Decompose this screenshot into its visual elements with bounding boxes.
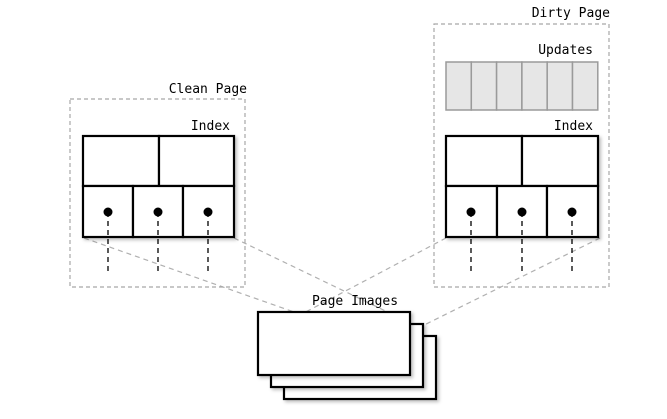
clean-page-label: Clean Page	[169, 82, 247, 97]
dirty-index-top-left	[444, 134, 524, 188]
clean-index-slot-1	[81, 184, 135, 239]
connector-dirty-left	[299, 237, 447, 316]
dirty-page-label: Dirty Page	[532, 6, 610, 21]
connector-clean-right	[233, 237, 401, 319]
update-slot-4	[521, 61, 548, 111]
page-image-front	[256, 310, 412, 377]
clean-pointers	[103, 207, 213, 274]
dirty-pointers	[466, 207, 577, 274]
clean-index-label: Index	[191, 119, 230, 134]
clean-index-slot-2	[131, 184, 185, 239]
updates-row	[445, 61, 599, 111]
connector-lines	[83, 237, 601, 333]
dirty-index-table	[444, 134, 600, 239]
update-slot-6	[571, 61, 599, 111]
update-slot-1	[445, 61, 473, 111]
clean-page: Clean Page Index	[69, 82, 247, 288]
page-images-label: Page Images	[312, 294, 398, 309]
clean-index-top-left	[81, 134, 161, 188]
dirty-index-label: Index	[554, 119, 593, 134]
update-slot-5	[546, 61, 574, 111]
updates-label: Updates	[538, 43, 593, 58]
clean-page-border	[69, 98, 246, 288]
page-images: Page Images	[256, 294, 438, 401]
connector-clean-left	[83, 237, 346, 331]
update-slot-3	[495, 61, 523, 111]
dirty-index-top-right	[520, 134, 600, 188]
dirty-page-border	[433, 23, 610, 288]
clean-index-top-right	[157, 134, 236, 188]
dirty-page: Dirty Page Updates Index	[433, 6, 610, 288]
update-slot-2	[470, 61, 498, 111]
